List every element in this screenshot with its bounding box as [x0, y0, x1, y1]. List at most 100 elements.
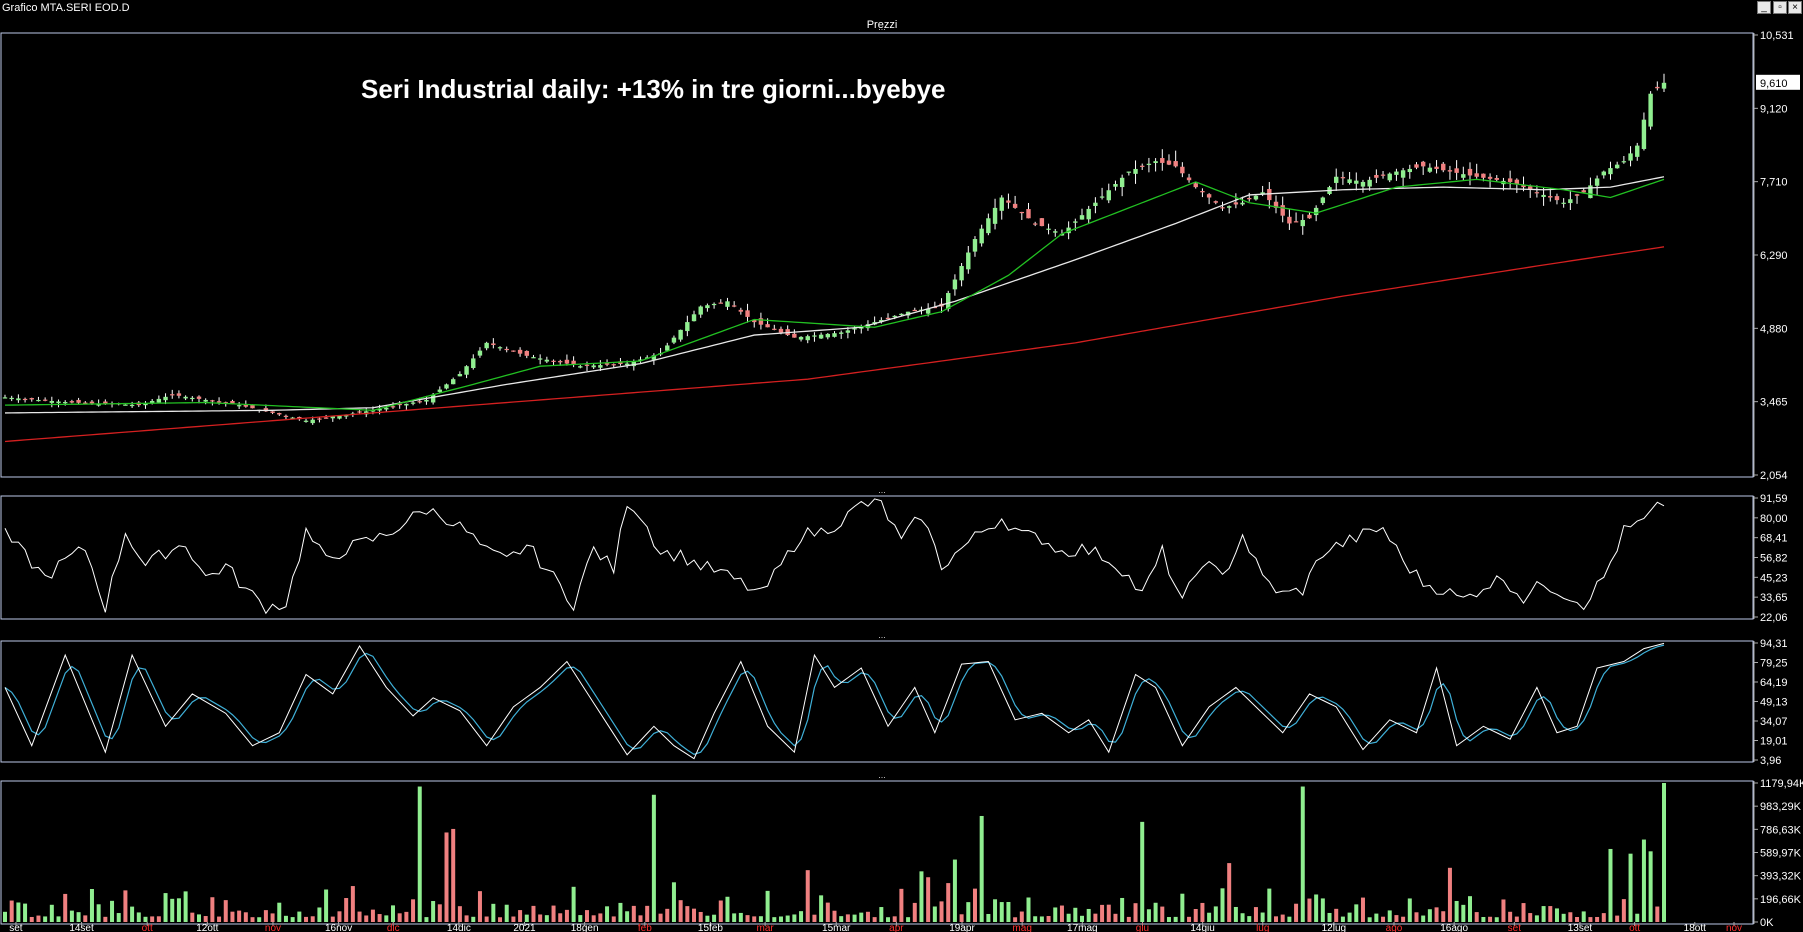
minimize-button[interactable]: _: [1757, 1, 1771, 14]
candle-body: [1548, 196, 1553, 198]
panel-divider: ...: [878, 770, 886, 780]
candle-body: [611, 364, 616, 366]
volume-bar: [1381, 916, 1386, 922]
volume-bar: [1220, 888, 1225, 922]
volume-bar: [210, 897, 215, 922]
candle-body: [270, 411, 275, 413]
candle-body: [1380, 174, 1386, 176]
candle-body: [484, 342, 489, 349]
volume-bar: [564, 909, 569, 922]
candle-body: [671, 337, 677, 343]
candle-body: [1534, 192, 1540, 194]
candle-body: [551, 360, 556, 362]
volume-bar: [370, 909, 375, 922]
volume-bar: [143, 916, 148, 922]
candle-body: [1635, 145, 1640, 157]
candle-body: [1053, 231, 1058, 233]
volume-bar: [9, 900, 14, 922]
candle-body: [397, 403, 402, 406]
candle-body: [1594, 178, 1600, 186]
candle-body: [36, 399, 41, 402]
volume-bar: [317, 907, 322, 922]
volume-bar: [310, 916, 315, 922]
volume-bar: [1260, 912, 1265, 922]
candle-body: [1467, 168, 1473, 176]
candle-body: [1354, 180, 1359, 184]
volume-bar: [110, 900, 115, 922]
y-tick-label: 0K: [1760, 917, 1774, 929]
volume-bar: [1414, 912, 1419, 922]
y-tick-label: 10,531: [1760, 30, 1794, 42]
candle-body: [1200, 191, 1205, 193]
volume-bar: [1046, 916, 1051, 922]
x-tick-label: set: [1508, 923, 1522, 932]
candle-body: [966, 252, 971, 270]
candle-body: [752, 319, 757, 323]
volume-bar: [819, 895, 824, 922]
candle-body: [323, 417, 329, 419]
panel-frame: [0, 495, 1754, 620]
candle-body: [277, 412, 282, 415]
volume-bar: [364, 915, 369, 922]
y-tick-label: 34,07: [1760, 716, 1788, 728]
volume-bar: [1501, 899, 1506, 922]
candle-body: [49, 400, 55, 403]
close-button[interactable]: ×: [1788, 1, 1802, 14]
candle-body: [1260, 192, 1265, 195]
volume-bar: [879, 907, 884, 922]
candle-body: [1026, 209, 1031, 219]
candle-body: [1507, 178, 1513, 182]
volume-bar: [658, 913, 663, 922]
candle-body: [651, 355, 657, 360]
volume-bar: [116, 913, 121, 922]
volume-bar: [1608, 848, 1613, 922]
panel-divider: ...: [878, 485, 886, 495]
candle-body: [143, 403, 148, 406]
candle-body: [1661, 82, 1667, 89]
volume-bar: [1474, 912, 1479, 922]
y-tick-label: 983,29K: [1760, 801, 1802, 813]
candle-body: [471, 358, 476, 368]
volume-bar: [1615, 915, 1620, 922]
volume-bar: [1294, 903, 1299, 922]
panel-frame: [0, 32, 1754, 478]
volume-bar: [758, 916, 763, 922]
candle-body: [123, 404, 128, 406]
volume-bar: [96, 904, 101, 922]
candle-body: [1166, 160, 1172, 165]
candle-body: [1240, 202, 1245, 205]
candle-body: [1367, 179, 1372, 187]
volume-bar: [123, 890, 128, 922]
candle-body: [1079, 215, 1085, 220]
volume-bar: [852, 914, 857, 922]
candle-body: [1360, 181, 1366, 187]
candle-body: [1320, 197, 1326, 204]
volume-bar: [932, 906, 937, 922]
volume-bar: [377, 914, 382, 922]
volume-bar: [1662, 783, 1666, 922]
volume-bar: [772, 917, 777, 922]
volume-bar: [1307, 898, 1312, 922]
volume-bar: [1026, 897, 1031, 922]
volume-bar: [1233, 906, 1238, 922]
volume-bar: [899, 888, 904, 922]
candle-body: [1313, 207, 1319, 216]
volume-bar: [344, 898, 349, 922]
candle-body: [624, 363, 630, 366]
candle-body: [604, 363, 610, 365]
volume-bar: [1173, 916, 1178, 922]
candle-body: [390, 406, 396, 408]
candle-body: [1561, 202, 1566, 204]
volume-bar: [1441, 911, 1446, 922]
volume-bar: [1253, 907, 1258, 922]
volume-bar: [1274, 916, 1279, 922]
panel-frame: [0, 780, 1754, 925]
candle-body: [16, 398, 21, 401]
candle-body: [410, 402, 416, 404]
volume-bar: [217, 916, 222, 922]
candle-body: [404, 403, 409, 406]
candle-body: [1280, 205, 1285, 216]
candle-body: [1019, 211, 1025, 214]
restore-button[interactable]: ▫: [1773, 1, 1787, 14]
volume-bar: [304, 916, 309, 922]
